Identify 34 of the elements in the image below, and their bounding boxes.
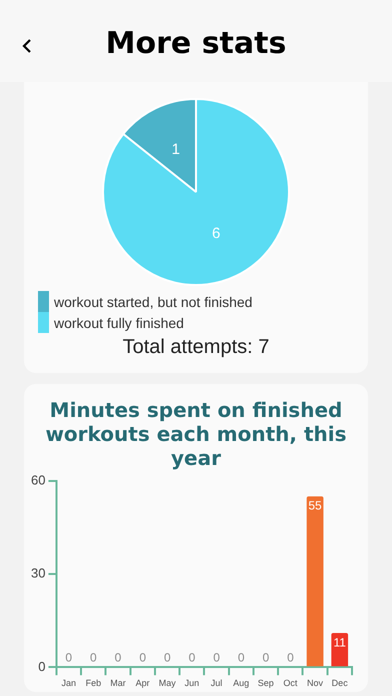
data-label: 11: [333, 635, 346, 650]
x-tick-label: Oct: [283, 678, 298, 688]
data-label: 0: [238, 650, 245, 665]
data-label: 0: [188, 650, 196, 665]
x-tick-label: Jun: [184, 678, 200, 688]
x-tick-label: Aug: [233, 678, 250, 688]
data-label: 0: [114, 650, 122, 665]
y-tick-label: 60: [30, 472, 46, 488]
data-label: 1: [172, 141, 180, 158]
text: More stats: [104, 26, 288, 61]
data-label: 0: [287, 650, 294, 665]
x-tick-label: Jul: [210, 678, 222, 688]
x-tick-label: Dec: [332, 678, 348, 688]
legend-label: workout fully finished: [54, 314, 184, 330]
data-label: 55: [308, 498, 322, 513]
x-tick-label: Jan: [62, 678, 76, 688]
text: Total attempts: 7: [122, 336, 270, 359]
data-label: 0: [213, 650, 220, 665]
data-label: 6: [212, 225, 220, 242]
x-tick-label: Sep: [258, 678, 274, 688]
x-tick-label: Feb: [86, 678, 102, 688]
x-tick-label: May: [158, 678, 176, 688]
y-tick-label: 0: [38, 658, 46, 674]
data-label: 0: [65, 650, 72, 665]
data-label: 0: [262, 650, 270, 665]
legend-label: workout started, but not finished: [54, 294, 252, 310]
x-tick-label: Nov: [307, 678, 324, 688]
x-tick-label: Apr: [136, 678, 150, 688]
chart-title: Minutes spent on finished workouts each month, this year: [44, 398, 348, 470]
data-label: 0: [139, 650, 146, 665]
x-tick-label: Mar: [110, 678, 126, 688]
y-tick-label: 30: [30, 566, 46, 581]
data-label: 0: [164, 650, 171, 665]
data-label: 0: [90, 650, 98, 665]
